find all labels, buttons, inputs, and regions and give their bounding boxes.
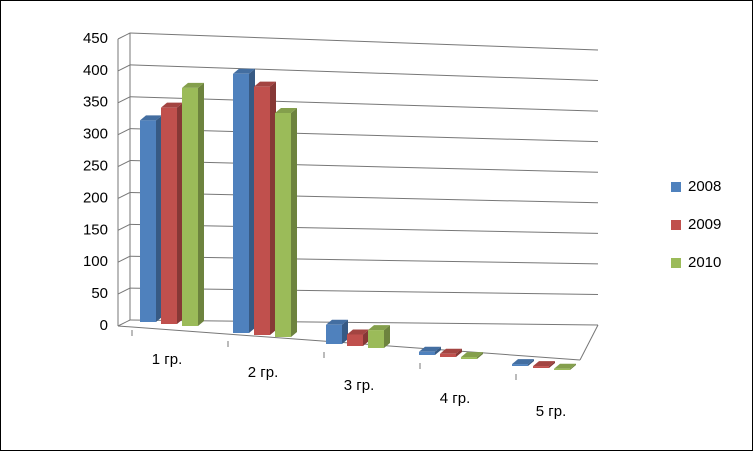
- bar-side: [528, 359, 534, 366]
- bar: [533, 366, 549, 368]
- bar-side: [477, 352, 483, 359]
- legend-label: 2009: [688, 216, 721, 233]
- grid-line: [129, 32, 599, 51]
- bar-top: [140, 115, 162, 121]
- wall-edge-tick: [117, 319, 131, 327]
- bar: [440, 353, 456, 357]
- bar-side: [342, 319, 348, 344]
- legend-label: 2008: [688, 178, 721, 195]
- bar: [233, 73, 249, 334]
- bar-side: [249, 68, 255, 334]
- y-tick-label: 250: [83, 158, 108, 175]
- y-tick-label: 200: [83, 189, 108, 206]
- bar-top: [182, 82, 204, 88]
- y-tick-label: 350: [83, 94, 108, 111]
- bar-top: [440, 348, 462, 354]
- bar-top: [533, 361, 555, 367]
- wall-edge-tick: [117, 287, 131, 295]
- bar-side: [384, 325, 390, 348]
- bar-side: [270, 81, 276, 336]
- x-tick-label: 1 гр.: [152, 351, 183, 368]
- grid-line: [129, 223, 599, 234]
- bar: [182, 87, 198, 326]
- y-tick-label: 400: [83, 62, 108, 79]
- wall-edge-tick: [117, 255, 131, 263]
- wall-edge-tick: [117, 64, 131, 72]
- wall-edge-tick: [117, 160, 131, 168]
- y-tick-label: 0: [100, 317, 108, 334]
- wall-edge-tick: [117, 128, 131, 136]
- wall-edge-tick: [117, 32, 131, 40]
- grid-line: [129, 255, 599, 265]
- grid-line: [129, 191, 599, 204]
- bar: [554, 368, 570, 370]
- bar-side: [156, 115, 162, 323]
- bar: [140, 120, 156, 323]
- grid-line: [129, 96, 599, 112]
- grid-line: [129, 160, 599, 173]
- floor-edge: [579, 324, 599, 361]
- bar-side: [198, 82, 204, 326]
- legend-swatch: [671, 258, 681, 268]
- bar-side: [435, 346, 441, 355]
- legend-swatch: [671, 220, 681, 230]
- bar-top: [419, 346, 441, 352]
- bar-top: [461, 352, 483, 358]
- bar-top: [254, 81, 276, 87]
- bar-side: [291, 108, 297, 337]
- bar-top: [512, 359, 534, 365]
- wall-edge-tick: [117, 96, 131, 104]
- bar-side: [177, 102, 183, 325]
- bar: [275, 113, 291, 337]
- wall-edge-tick: [117, 223, 131, 231]
- bar: [326, 324, 342, 344]
- y-tick-label: 100: [83, 253, 108, 270]
- bar: [161, 107, 177, 325]
- bar-top: [554, 363, 576, 369]
- y-tick-label: 150: [83, 221, 108, 238]
- bar: [254, 86, 270, 336]
- x-tick-label: 3 гр.: [344, 377, 375, 394]
- bar-top: [275, 108, 297, 113]
- y-tick-label: 300: [83, 126, 108, 143]
- legend-swatch: [671, 182, 681, 192]
- bar: [368, 330, 384, 348]
- bar-side: [549, 361, 555, 368]
- grid-line: [129, 64, 599, 82]
- bar: [347, 334, 363, 346]
- bar-top: [233, 68, 255, 74]
- x-tick-label: 4 гр.: [440, 390, 471, 407]
- bar-top: [368, 325, 390, 331]
- grid-line: [129, 287, 599, 295]
- bar: [419, 351, 435, 355]
- bar-top: [161, 102, 183, 108]
- grid-line: [129, 319, 599, 326]
- bar-top: [326, 319, 348, 325]
- legend-label: 2010: [688, 254, 721, 271]
- bar: [461, 357, 477, 359]
- bar: [512, 364, 528, 366]
- wall-edge-tick: [117, 191, 131, 199]
- bar-side: [456, 348, 462, 357]
- bar-top: [347, 329, 369, 335]
- bar-side: [363, 329, 369, 346]
- x-tick-label: 2 гр.: [248, 364, 279, 381]
- y-tick-label: 50: [91, 285, 108, 302]
- x-tick-label: 5 гр.: [536, 403, 567, 420]
- grid-line: [129, 128, 599, 143]
- bar-side: [570, 363, 576, 370]
- y-tick-label: 450: [83, 30, 108, 47]
